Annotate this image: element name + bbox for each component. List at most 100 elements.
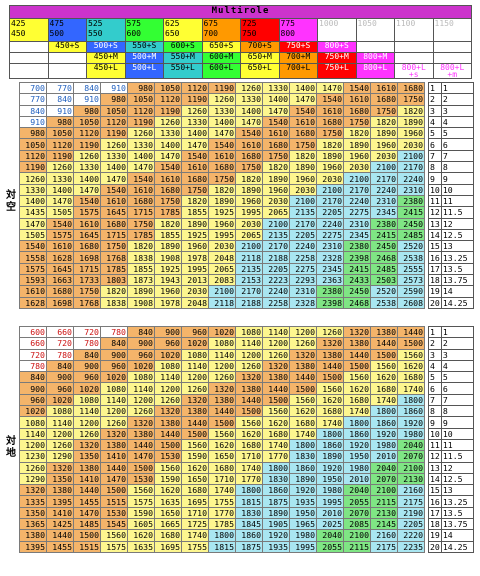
value-cell: 1470	[262, 104, 290, 117]
row-number: 15	[428, 240, 442, 253]
row-multiplier: 13	[440, 484, 474, 497]
legend-cell: 600+S	[163, 41, 203, 53]
value-cell: 1920	[343, 438, 371, 452]
value-cell: 1470	[289, 93, 317, 106]
value-cell: 1500	[289, 382, 317, 395]
value-cell: 1943	[154, 274, 182, 287]
value-cell: 1320	[154, 405, 182, 418]
value-cell: 1080	[100, 382, 128, 395]
value-cell: 1380	[181, 405, 209, 418]
value-cell: 1890	[397, 115, 425, 129]
legend-cell: 650+M	[240, 52, 280, 64]
value-cell: 1540	[316, 93, 344, 106]
value-cell: 2538	[397, 251, 425, 264]
value-cell: 2608	[397, 296, 425, 309]
tier-top: 425	[11, 19, 26, 29]
value-cell: 1890	[208, 194, 236, 208]
value-cell: 1540	[181, 149, 209, 163]
row-number: 3	[428, 348, 442, 361]
tier-cell: 425 450	[9, 18, 49, 42]
value-cell: 1410	[73, 472, 101, 486]
row-number: 8	[428, 161, 442, 174]
value-cell: 1820	[208, 183, 236, 196]
value-cell: 1380	[316, 348, 344, 361]
table-row: 720 780 840 900 960 1020 1080 1140 1200 1260 1320 1…	[19, 348, 425, 361]
value-cell: 1140	[73, 405, 101, 418]
value-cell: 1470	[73, 183, 101, 196]
value-cell: 1620	[127, 529, 155, 542]
value-cell: 1190	[46, 149, 74, 163]
value-cell: 1980	[289, 529, 317, 542]
value-cell: 1120	[181, 81, 209, 95]
row-multiplier: 3	[440, 104, 474, 117]
value-cell: 1330	[100, 149, 128, 163]
value-cell: 960	[73, 371, 101, 384]
value-cell: 1698	[46, 296, 74, 309]
row-number: 1	[428, 81, 442, 95]
value-cell: 1820	[154, 217, 182, 230]
value-cell: 1380	[73, 461, 101, 474]
value-cell: 1860	[370, 416, 398, 429]
value-cell: 1500	[262, 393, 290, 407]
table-row: 1540 1610 1680 1750 1820 1890 1960 2030 2100 2170…	[19, 240, 425, 253]
value-cell: 1140	[181, 359, 209, 373]
value-cell: 1530	[154, 450, 182, 463]
value-cell: 1140	[19, 427, 47, 440]
value-cell: 1500	[316, 371, 344, 384]
row-multiplier: 13.5	[440, 506, 474, 520]
value-cell: 2573	[397, 274, 425, 287]
row-index-table: 1 1 2 2 3 3 4 4 5 5 6 6 7 7 8 8 9 9 10 10 11 11 12 11.5 13 12 14 12…	[428, 81, 474, 309]
value-cell: 2130	[370, 506, 398, 520]
row-number: 13	[428, 217, 442, 230]
row-multiplier: 12.5	[440, 472, 474, 486]
value-cell: 1260	[100, 138, 128, 151]
value-cell: 1680	[100, 217, 128, 230]
value-cell: 1120	[73, 127, 101, 140]
value-cell: 840	[46, 359, 74, 373]
value-cell: 1680	[316, 405, 344, 418]
table-row: 1260 1330 1400 1470 1540 1610 1680 1750 1820 1890…	[19, 172, 425, 185]
tier-cell: 1100	[394, 18, 434, 42]
value-cell: 960	[46, 382, 74, 395]
value-cell: 1200	[235, 348, 263, 361]
value-cell: 1800	[343, 416, 371, 429]
value-cell: 1715	[127, 206, 155, 219]
table-row: 1365 1425 1485 1545 1605 1665 1725 1785 1845 1905…	[19, 518, 425, 531]
row-multiplier: 11	[440, 194, 474, 208]
value-cell: 2363	[316, 274, 344, 287]
tier-bottom: 700	[203, 29, 218, 38]
value-cell: 1020	[46, 393, 74, 407]
tier-top: 475	[49, 19, 64, 29]
value-cell: 1750	[343, 115, 371, 129]
value-cell: 1680	[370, 382, 398, 395]
row-number: 4	[428, 115, 442, 129]
value-cell: 1995	[181, 262, 209, 276]
table-row: 910 980 1050 1120 1190 1260 1330 1400 1470 1540 16…	[19, 115, 425, 129]
value-cell: 1785	[208, 518, 236, 531]
value-cell: 2345	[316, 262, 344, 276]
value-cell: 2380	[316, 285, 344, 298]
value-cell: 1120	[19, 149, 47, 163]
value-cell: 2030	[370, 149, 398, 163]
value-cell: 1610	[73, 217, 101, 230]
row-number: 7	[428, 393, 442, 407]
value-cell: 2083	[208, 274, 236, 287]
table-row: 1558 1628 1698 1768 1838 1908 1978 2048 2118 2188…	[19, 251, 425, 264]
value-cell: 1978	[181, 251, 209, 264]
value-cell: 900	[100, 348, 128, 361]
value-cell: 2030	[208, 240, 236, 253]
value-cell: 2040	[370, 461, 398, 474]
value-cell: 1920	[316, 461, 344, 474]
value-cell: 910	[73, 93, 101, 106]
value-cell: 1620	[235, 427, 263, 440]
tier-bottom: 800	[280, 29, 295, 38]
value-cell: 1680	[154, 183, 182, 196]
value-cell: 1755	[181, 540, 209, 553]
row-number: 16	[428, 495, 442, 508]
legend-cell: 550+S	[124, 41, 164, 53]
value-cell: 2030	[343, 161, 371, 174]
value-cell: 1575	[73, 206, 101, 219]
tier-top: 775	[280, 19, 295, 29]
value-cell: 1320	[235, 371, 263, 384]
value-cell: 1610	[235, 138, 263, 151]
